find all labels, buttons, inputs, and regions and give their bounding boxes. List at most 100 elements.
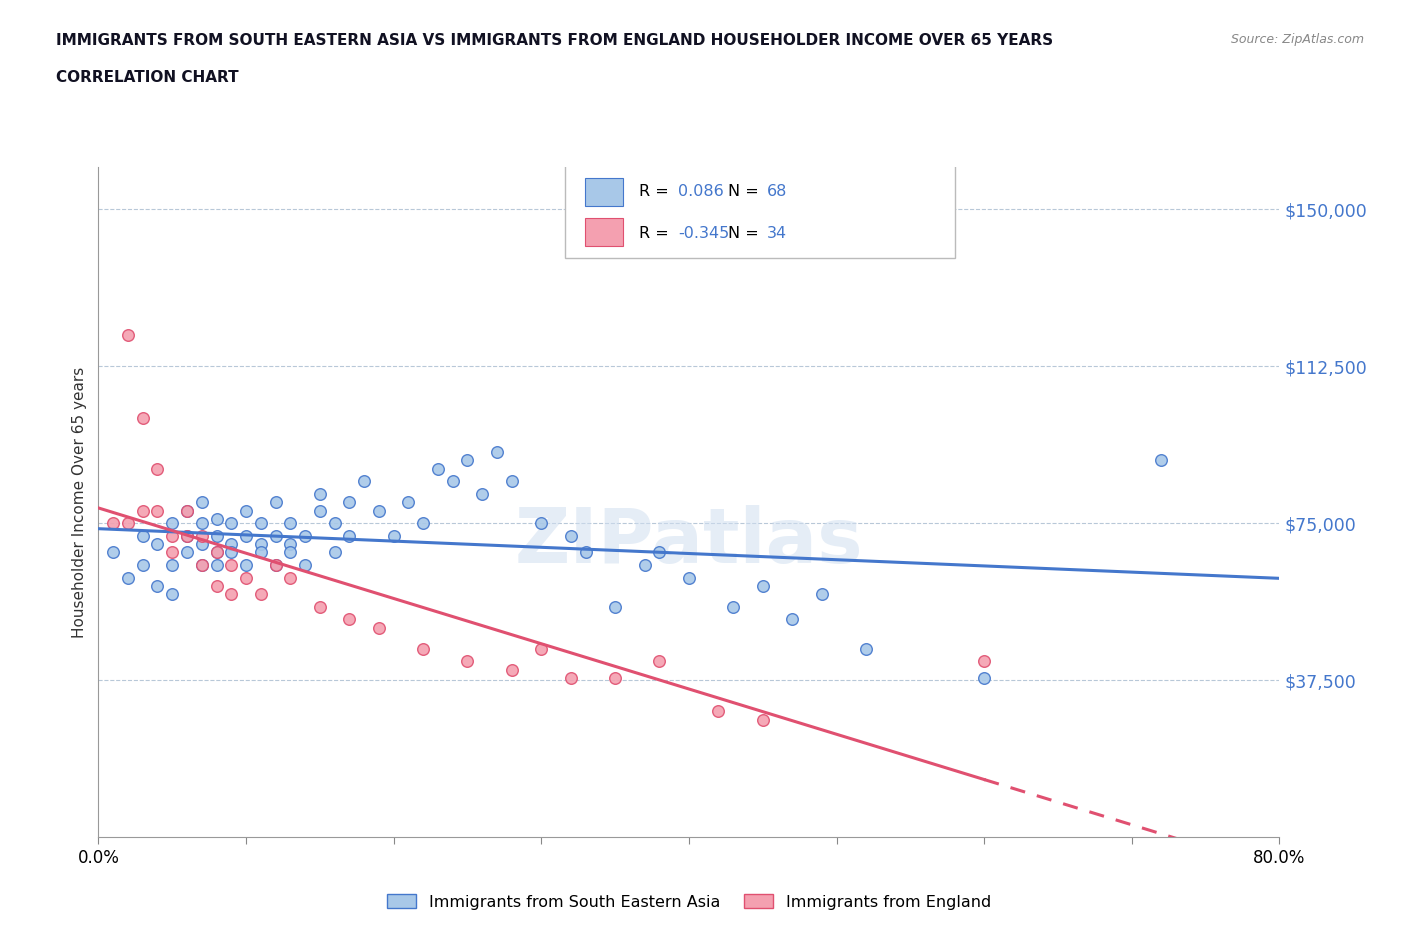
Point — [205, 558, 228, 573]
Point — [973, 671, 995, 685]
Point — [264, 558, 287, 573]
Point — [412, 642, 434, 657]
Point — [250, 537, 273, 551]
Point — [103, 516, 125, 531]
Point — [396, 495, 419, 510]
Text: N =: N = — [728, 184, 763, 199]
Point — [721, 600, 744, 615]
Point — [103, 545, 125, 560]
Point — [176, 503, 198, 518]
Text: 68: 68 — [766, 184, 787, 199]
Point — [117, 516, 139, 531]
Point — [574, 545, 596, 560]
Point — [191, 558, 214, 573]
FancyBboxPatch shape — [585, 218, 623, 246]
Point — [1150, 453, 1173, 468]
Point — [782, 612, 804, 627]
Point — [264, 495, 287, 510]
Point — [294, 528, 316, 543]
Point — [278, 545, 302, 560]
Text: 0.086: 0.086 — [678, 184, 724, 199]
Point — [162, 587, 183, 602]
Point — [235, 570, 257, 585]
Point — [205, 578, 228, 593]
Point — [191, 516, 214, 531]
Point — [132, 503, 155, 518]
Point — [205, 545, 228, 560]
Legend: Immigrants from South Eastern Asia, Immigrants from England: Immigrants from South Eastern Asia, Immi… — [381, 887, 997, 916]
Point — [560, 528, 582, 543]
Point — [235, 503, 257, 518]
Text: IMMIGRANTS FROM SOUTH EASTERN ASIA VS IMMIGRANTS FROM ENGLAND HOUSEHOLDER INCOME: IMMIGRANTS FROM SOUTH EASTERN ASIA VS IM… — [56, 33, 1053, 47]
Point — [162, 558, 183, 573]
Point — [191, 537, 214, 551]
Point — [132, 558, 155, 573]
Point — [146, 578, 169, 593]
Point — [412, 516, 434, 531]
Point — [278, 516, 302, 531]
Text: 34: 34 — [766, 226, 787, 241]
Point — [501, 474, 523, 489]
Point — [309, 486, 332, 501]
Point — [205, 528, 228, 543]
Point — [309, 600, 332, 615]
Point — [605, 671, 627, 685]
Point — [146, 537, 169, 551]
Point — [176, 545, 198, 560]
Point — [264, 558, 287, 573]
Point — [278, 570, 302, 585]
Point — [323, 516, 346, 531]
Text: R =: R = — [640, 226, 675, 241]
Point — [427, 461, 450, 476]
Point — [132, 528, 155, 543]
Point — [250, 587, 273, 602]
Text: ZIPatlas: ZIPatlas — [515, 505, 863, 579]
Text: N =: N = — [728, 226, 763, 241]
Point — [309, 503, 332, 518]
Point — [707, 704, 730, 719]
Text: -0.345: -0.345 — [678, 226, 730, 241]
Point — [176, 528, 198, 543]
Point — [132, 411, 155, 426]
Point — [471, 486, 494, 501]
Point — [530, 642, 553, 657]
Point — [441, 474, 464, 489]
Point — [235, 558, 257, 573]
Point — [368, 503, 391, 518]
Point — [219, 516, 242, 531]
Point — [219, 587, 242, 602]
Y-axis label: Householder Income Over 65 years: Householder Income Over 65 years — [72, 366, 87, 638]
Point — [560, 671, 582, 685]
Point — [117, 327, 139, 342]
Point — [323, 545, 346, 560]
Text: CORRELATION CHART: CORRELATION CHART — [56, 70, 239, 85]
FancyBboxPatch shape — [565, 164, 955, 258]
Point — [191, 528, 214, 543]
Point — [146, 461, 169, 476]
Point — [337, 612, 360, 627]
FancyBboxPatch shape — [585, 178, 623, 206]
Text: R =: R = — [640, 184, 675, 199]
Point — [337, 495, 360, 510]
Point — [176, 528, 198, 543]
Text: Source: ZipAtlas.com: Source: ZipAtlas.com — [1230, 33, 1364, 46]
Point — [530, 516, 553, 531]
Point — [353, 474, 375, 489]
Point — [648, 545, 671, 560]
Point — [205, 545, 228, 560]
Point — [205, 512, 228, 526]
Point — [382, 528, 405, 543]
Point — [176, 503, 198, 518]
Point — [250, 545, 273, 560]
Point — [973, 654, 995, 669]
Point — [648, 654, 671, 669]
Point — [337, 528, 360, 543]
Point — [633, 558, 655, 573]
Point — [146, 503, 169, 518]
Point — [501, 662, 523, 677]
Point — [486, 445, 509, 459]
Point — [235, 528, 257, 543]
Point — [219, 537, 242, 551]
Point — [368, 620, 391, 635]
Point — [456, 453, 478, 468]
